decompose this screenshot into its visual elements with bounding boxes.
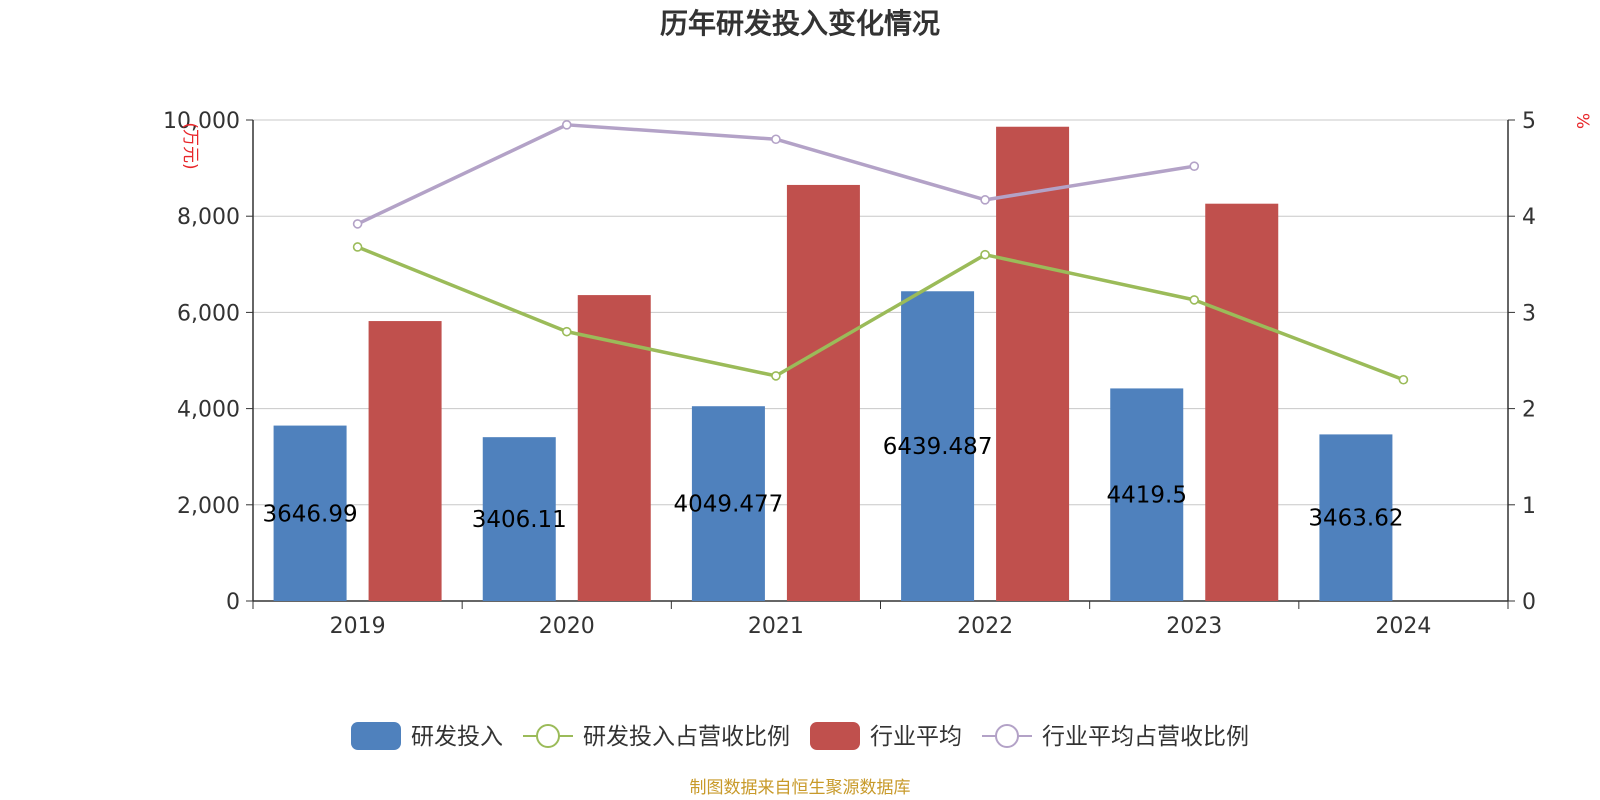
right-axis-unit: % [1572,113,1592,129]
legend-label: 研发投入占营收比例 [583,724,790,750]
x-tick-label: 2021 [748,614,804,639]
bar [786,184,860,601]
line-point [561,326,572,337]
series-line [356,245,1405,382]
line-point [1189,161,1200,171]
bar-value-label: 4419.5 [1107,483,1187,509]
left-tick-label: 10,000 [163,109,240,134]
line-point [980,249,990,260]
right-tick-label: 3 [1522,301,1536,326]
grid [253,119,1508,506]
bar-value-label: 3646.99 [263,501,358,527]
data-labels: 3646.99 3406.11 4049.477 6439.487 4419.5 3463… [263,434,1404,533]
bar [901,291,975,601]
bar-value-label: 6439.487 [883,434,993,460]
x-tick-label: 2024 [1375,614,1431,639]
bar [996,126,1070,601]
source-note: 制图数据来自恒生聚源数据库 [690,778,911,798]
axes: 0 2,000 4,000 6,000 8,000 10,000 0 1 2 3 4 5 (万元)% 20… [163,109,1592,639]
right-tick-label: 4 [1522,205,1536,230]
legend: 研发投入 研发投入占营收比例 行业平均 行业平均占营收比例 [351,722,1249,750]
line-point [561,120,572,130]
bar [482,437,556,601]
right-tick-label: 5 [1522,109,1536,134]
x-tick-label: 2023 [1166,614,1222,639]
left-tick-label: 6,000 [177,301,240,326]
left-tick-label: 8,000 [177,205,240,230]
legend-marker [995,724,1019,748]
line-point [1398,374,1409,385]
bar [1110,388,1184,601]
bar [1319,434,1393,601]
left-tick-label: 4,000 [177,398,240,423]
bar-value-label: 3463.62 [1308,506,1403,532]
right-tick-label: 2 [1522,398,1536,423]
legend-marker [536,724,560,748]
legend-swatch [810,722,860,750]
bar [368,321,442,601]
legend-label: 行业平均占营收比例 [1042,724,1249,750]
line-point [352,242,363,252]
bar [691,406,765,601]
bar-value-label: 4049.477 [674,492,784,518]
lines [352,120,1409,385]
bars [273,126,1393,601]
line-point [1189,295,1200,305]
x-tick-label: 2019 [330,614,386,639]
line-point [980,195,990,205]
legend-label: 研发投入 [411,724,503,750]
chart-title: 历年研发投入变化情况 [660,7,940,40]
left-tick-label: 2,000 [177,494,240,519]
x-tick-label: 2020 [539,614,595,639]
line-point [771,134,781,145]
x-tick-label: 2022 [957,614,1013,639]
bar [1205,203,1279,601]
left-tick-label: 0 [226,590,240,615]
line-point [352,219,363,229]
bar [273,425,347,601]
right-tick-label: 0 [1522,590,1536,615]
line-point [771,371,781,381]
legend-label: 行业平均 [870,724,962,750]
bar-value-label: 3406.11 [472,507,567,533]
legend-swatch [351,722,401,750]
right-tick-label: 1 [1522,494,1536,519]
left-axis-unit: (万元) [180,122,200,169]
